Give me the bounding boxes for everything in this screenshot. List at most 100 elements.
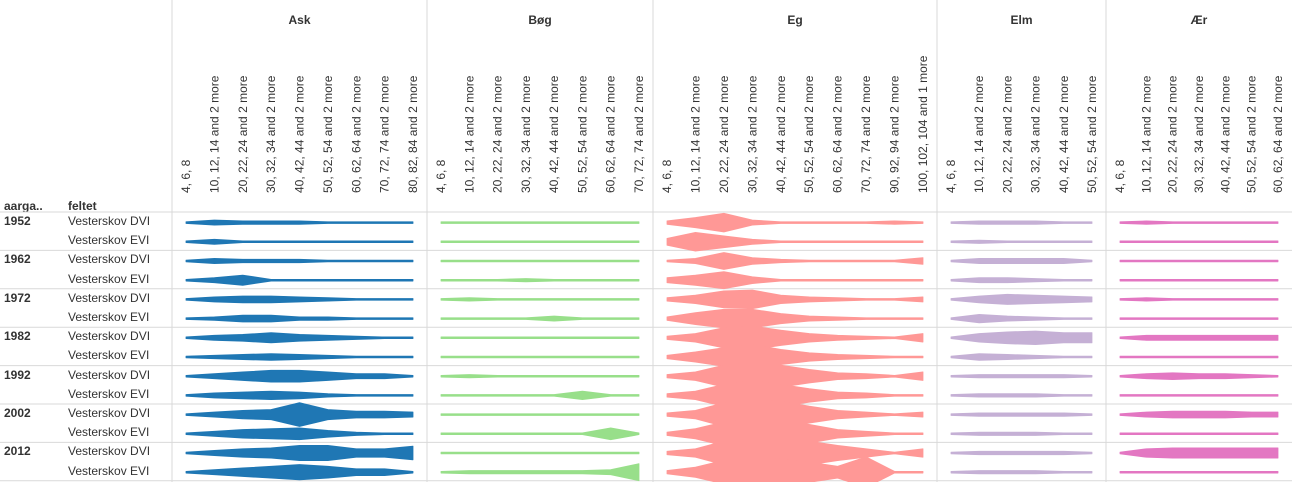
violin-mark[interactable]	[666, 308, 924, 329]
violin-mark[interactable]	[1119, 259, 1279, 263]
violin-mark[interactable]	[666, 325, 924, 351]
year-label[interactable]: 1992	[4, 367, 31, 382]
violin-mark[interactable]	[185, 219, 414, 226]
violin-mark[interactable]	[666, 456, 924, 482]
field-label[interactable]: Vesterskov EVI	[68, 310, 150, 324]
species-header[interactable]: Elm	[1010, 13, 1033, 27]
field-label[interactable]: Vesterskov DVI	[68, 406, 151, 420]
violin-mark[interactable]	[185, 332, 414, 344]
violin-mark[interactable]	[1119, 334, 1279, 341]
violin-mark[interactable]	[1119, 355, 1279, 359]
violin-mark[interactable]	[1119, 278, 1279, 282]
species-header[interactable]: Ask	[288, 13, 311, 27]
violin-mark[interactable]	[440, 374, 640, 379]
violin-mark[interactable]	[440, 463, 640, 482]
violin-mark[interactable]	[950, 220, 1093, 225]
class-tick-label: 50, 52, 54 and 2 more	[802, 75, 816, 193]
violin-mark[interactable]	[440, 427, 640, 441]
class-tick-label: 10, 12, 14 and 2 more	[688, 75, 702, 193]
species-header[interactable]: Eg	[787, 13, 803, 27]
violin-mark[interactable]	[1119, 297, 1279, 302]
field-label[interactable]: Vesterskov EVI	[68, 271, 150, 286]
violin-mark[interactable]	[950, 393, 1093, 398]
violin-mark[interactable]	[185, 274, 414, 286]
field-label[interactable]: Vesterskov DVI	[68, 329, 151, 344]
violin-mark[interactable]	[1119, 220, 1279, 225]
violin-mark[interactable]	[185, 390, 414, 401]
violin-mark[interactable]	[440, 278, 640, 283]
class-tick-label: 80, 82, 84 and 2 more	[406, 75, 420, 193]
violin-mark[interactable]	[666, 289, 924, 310]
violin-mark[interactable]	[950, 374, 1093, 379]
violin-mark[interactable]	[950, 277, 1093, 284]
violin-mark[interactable]	[666, 271, 924, 290]
year-column-header[interactable]: aarga..	[4, 199, 43, 213]
violin-mark[interactable]	[950, 450, 1093, 456]
field-label[interactable]: Vesterskov DVI	[68, 252, 151, 267]
violin-mark[interactable]	[950, 258, 1093, 264]
field-label[interactable]: Vesterskov EVI	[68, 348, 150, 363]
class-tick-label: 40, 42, 44 and 2 more	[1057, 75, 1071, 193]
field-label[interactable]: Vesterskov EVI	[68, 386, 150, 401]
violin-mark[interactable]	[950, 431, 1093, 436]
violin-mark[interactable]	[185, 258, 414, 264]
violin-mark[interactable]	[1119, 317, 1279, 320]
violin-mark[interactable]	[1119, 372, 1279, 380]
violin-mark[interactable]	[950, 353, 1093, 361]
violin-mark[interactable]	[440, 315, 640, 322]
violin-mark[interactable]	[1119, 410, 1279, 419]
year-label[interactable]: 1952	[4, 214, 31, 228]
field-label[interactable]: Vesterskov DVI	[68, 290, 151, 305]
violin-mark[interactable]	[185, 238, 414, 245]
violin-mark[interactable]	[185, 295, 414, 304]
violin-mark[interactable]	[666, 252, 924, 270]
violin-mark[interactable]	[950, 293, 1093, 305]
violin-mark[interactable]	[950, 470, 1093, 475]
field-label[interactable]: Vesterskov DVI	[68, 367, 151, 382]
species-header[interactable]: Ær	[1190, 13, 1208, 27]
violin-mark[interactable]	[440, 451, 640, 455]
violin-mark[interactable]	[950, 313, 1093, 324]
violin-mark[interactable]	[1119, 470, 1279, 474]
violin-mark[interactable]	[185, 353, 414, 361]
field-column-header[interactable]: feltet	[68, 199, 97, 213]
violin-mark[interactable]	[666, 232, 924, 252]
class-tick-label: 10, 12, 14 and 2 more	[972, 75, 986, 193]
violin-mark[interactable]	[440, 240, 640, 244]
violin-mark[interactable]	[1119, 394, 1279, 397]
violin-mark[interactable]	[440, 259, 640, 263]
violin-mark[interactable]	[185, 464, 414, 481]
violin-mark[interactable]	[440, 336, 640, 340]
year-label[interactable]: 1972	[4, 290, 31, 305]
field-label[interactable]: Vesterskov DVI	[68, 444, 151, 459]
violin-mark[interactable]	[185, 444, 414, 462]
violin-mark[interactable]	[1119, 240, 1279, 244]
violin-mark[interactable]	[950, 330, 1093, 345]
violin-mark[interactable]	[666, 212, 924, 233]
violin-mark[interactable]	[950, 239, 1093, 244]
violin-mark[interactable]	[440, 413, 640, 416]
violin-mark[interactable]	[185, 402, 414, 427]
species-header[interactable]: Bøg	[528, 13, 552, 27]
field-label[interactable]: Vesterskov EVI	[68, 463, 150, 478]
violin-mark[interactable]	[440, 390, 640, 401]
violin-mark[interactable]	[1119, 432, 1279, 436]
field-label[interactable]: Vesterskov EVI	[68, 425, 150, 440]
violin-mark[interactable]	[440, 221, 640, 224]
class-tick-label: 4, 6, 8	[179, 159, 193, 193]
field-label[interactable]: Vesterskov DVI	[68, 214, 151, 228]
violin-mark[interactable]	[185, 369, 414, 383]
violin-mark[interactable]	[185, 314, 414, 323]
violin-mark[interactable]	[1119, 447, 1279, 459]
field-label[interactable]: Vesterskov EVI	[68, 233, 150, 248]
violin-mark[interactable]	[185, 427, 414, 441]
year-label[interactable]: 2012	[4, 444, 31, 459]
class-tick-label: 20, 22, 24 and 2 more	[1166, 75, 1180, 193]
year-label[interactable]: 1962	[4, 252, 31, 267]
violin-mark[interactable]	[440, 297, 640, 302]
violin-mark[interactable]	[440, 355, 640, 359]
class-tick-label: 4, 6, 8	[660, 159, 674, 193]
violin-mark[interactable]	[950, 412, 1093, 417]
year-label[interactable]: 2002	[4, 406, 31, 420]
year-label[interactable]: 1982	[4, 329, 31, 344]
